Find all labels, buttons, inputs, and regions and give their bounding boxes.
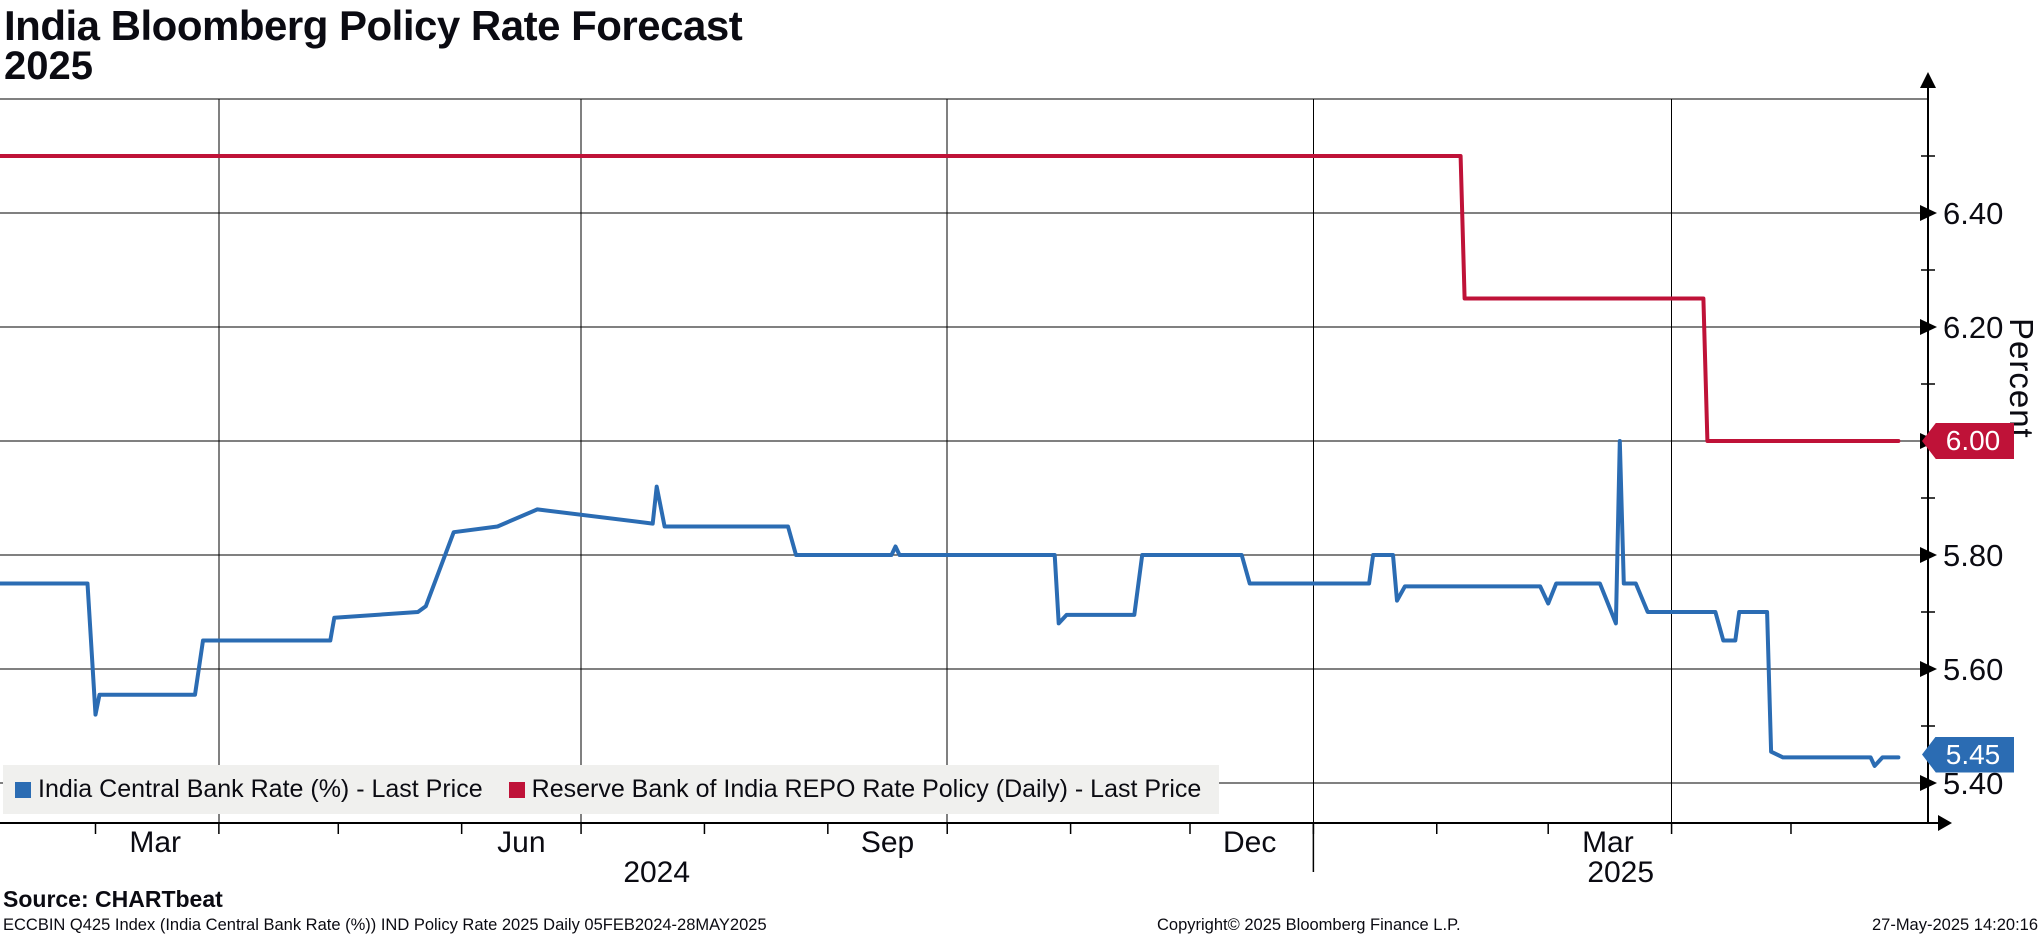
y-tick-label: 6.20 — [1943, 310, 2003, 345]
y-axis-arrow-icon — [1920, 72, 1936, 88]
y-tick-label: 5.80 — [1943, 538, 2003, 573]
x-month-label: Sep — [861, 826, 914, 859]
x-year-label: 2024 — [623, 856, 690, 889]
x-month-label: Mar — [129, 826, 181, 859]
x-axis-arrow-icon — [1938, 815, 1952, 831]
footer-timestamp: 27-May-2025 14:20:16 — [1871, 916, 2038, 934]
legend-item-repo-rate[interactable]: Reserve Bank of India REPO Rate Policy (… — [508, 775, 1202, 804]
y-tick-arrow-icon — [1920, 319, 1937, 335]
x-month-label: Dec — [1223, 826, 1276, 859]
chart-subtitle: 2025 — [4, 44, 93, 88]
central-bank-rate-price-label: 5.45 — [1945, 738, 2001, 770]
y-tick-arrow-icon — [1920, 775, 1937, 791]
legend-label: Reserve Bank of India REPO Rate Policy (… — [531, 775, 1202, 803]
x-month-label: Jun — [497, 826, 545, 859]
y-tick-arrow-icon — [1920, 661, 1937, 677]
red-series-swatch-icon — [508, 781, 525, 798]
legend: India Central Bank Rate (%) - Last Price… — [3, 765, 1220, 814]
y-tick-arrow-icon — [1920, 547, 1937, 563]
x-month-label: Mar — [1582, 826, 1634, 859]
y-tick-label: 6.40 — [1943, 196, 2003, 231]
y-tick-label: 5.60 — [1943, 652, 2003, 687]
y-axis-title: Percent — [2003, 318, 2040, 439]
central-bank-rate-price-badge: 5.45 — [1922, 736, 2014, 773]
repo-rate-price-badge: 6.00 — [1922, 423, 2014, 459]
footer-bar: ECCBIN Q425 Index (India Central Bank Ra… — [0, 916, 2041, 936]
series-line-1 — [0, 154, 1901, 443]
series-line-0 — [0, 439, 1901, 768]
legend-label: India Central Bank Rate (%) - Last Price — [38, 775, 483, 803]
source-line: Source: CHARTbeat — [3, 886, 223, 912]
footer-copyright: Copyright© 2025 Bloomberg Finance L.P. — [1157, 916, 1461, 934]
blue-series-swatch-icon — [15, 781, 31, 798]
repo-rate-price-label: 6.00 — [1945, 425, 2001, 456]
footer-ticker-info: ECCBIN Q425 Index (India Central Bank Ra… — [3, 916, 767, 934]
y-tick-arrow-icon — [1920, 205, 1937, 221]
legend-item-central-bank-rate[interactable]: India Central Bank Rate (%) - Last Price — [15, 775, 483, 804]
x-year-label: 2025 — [1587, 856, 1654, 889]
chart-title: India Bloomberg Policy Rate Forecast — [4, 2, 743, 49]
